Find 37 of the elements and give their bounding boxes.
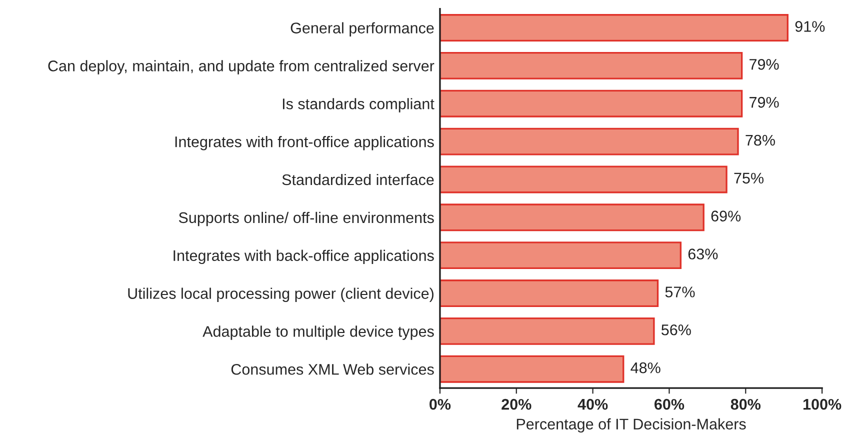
x-tick-label: 0% [430,398,451,410]
x-tick-label: 100% [803,398,842,410]
data-label: 75% [734,172,764,184]
y-tick-label: General performance [290,22,434,36]
y-tick-label: Is standards compliant [282,98,434,112]
data-label: 78% [746,134,775,146]
bar [440,204,704,232]
bar [440,52,743,80]
bar [440,128,739,156]
bar [440,166,728,194]
bar [440,280,659,307]
data-label: 57% [665,286,695,298]
x-tick-label: 40% [578,398,608,410]
y-tick-label: Integrates with back-office applications [174,250,434,264]
bar [440,90,743,118]
bar [440,317,655,345]
x-tick-label: 20% [502,398,532,410]
x-tick-label: 80% [730,398,761,410]
y-tick-label: Can deploy, maintain, and update from centralized server [48,60,434,74]
data-label: 79% [750,96,779,108]
x-axis-title: Percentage of IT Decision-Makers [516,418,746,433]
data-label: 56% [662,324,691,336]
y-tick-label: Consumes XML Web services [231,364,434,375]
y-tick-label: Supports online/ off-line environments [178,212,434,226]
bar [440,355,624,383]
y-tick-label: Utilizes local processing power (client device) [128,288,434,302]
y-tick-label: Integrates with front-office applications [175,136,434,150]
bar [440,242,682,270]
data-label: 69% [711,210,741,222]
x-tick-label: 60% [654,398,684,410]
data-label: 48% [630,362,660,374]
data-label: 79% [750,58,779,70]
data-label: 91% [795,21,825,32]
data-label: 63% [688,248,718,260]
y-tick-label: Standardized interface [282,174,434,186]
y-tick-label: Adaptable to multiple device types [202,326,434,340]
bar [440,14,789,42]
